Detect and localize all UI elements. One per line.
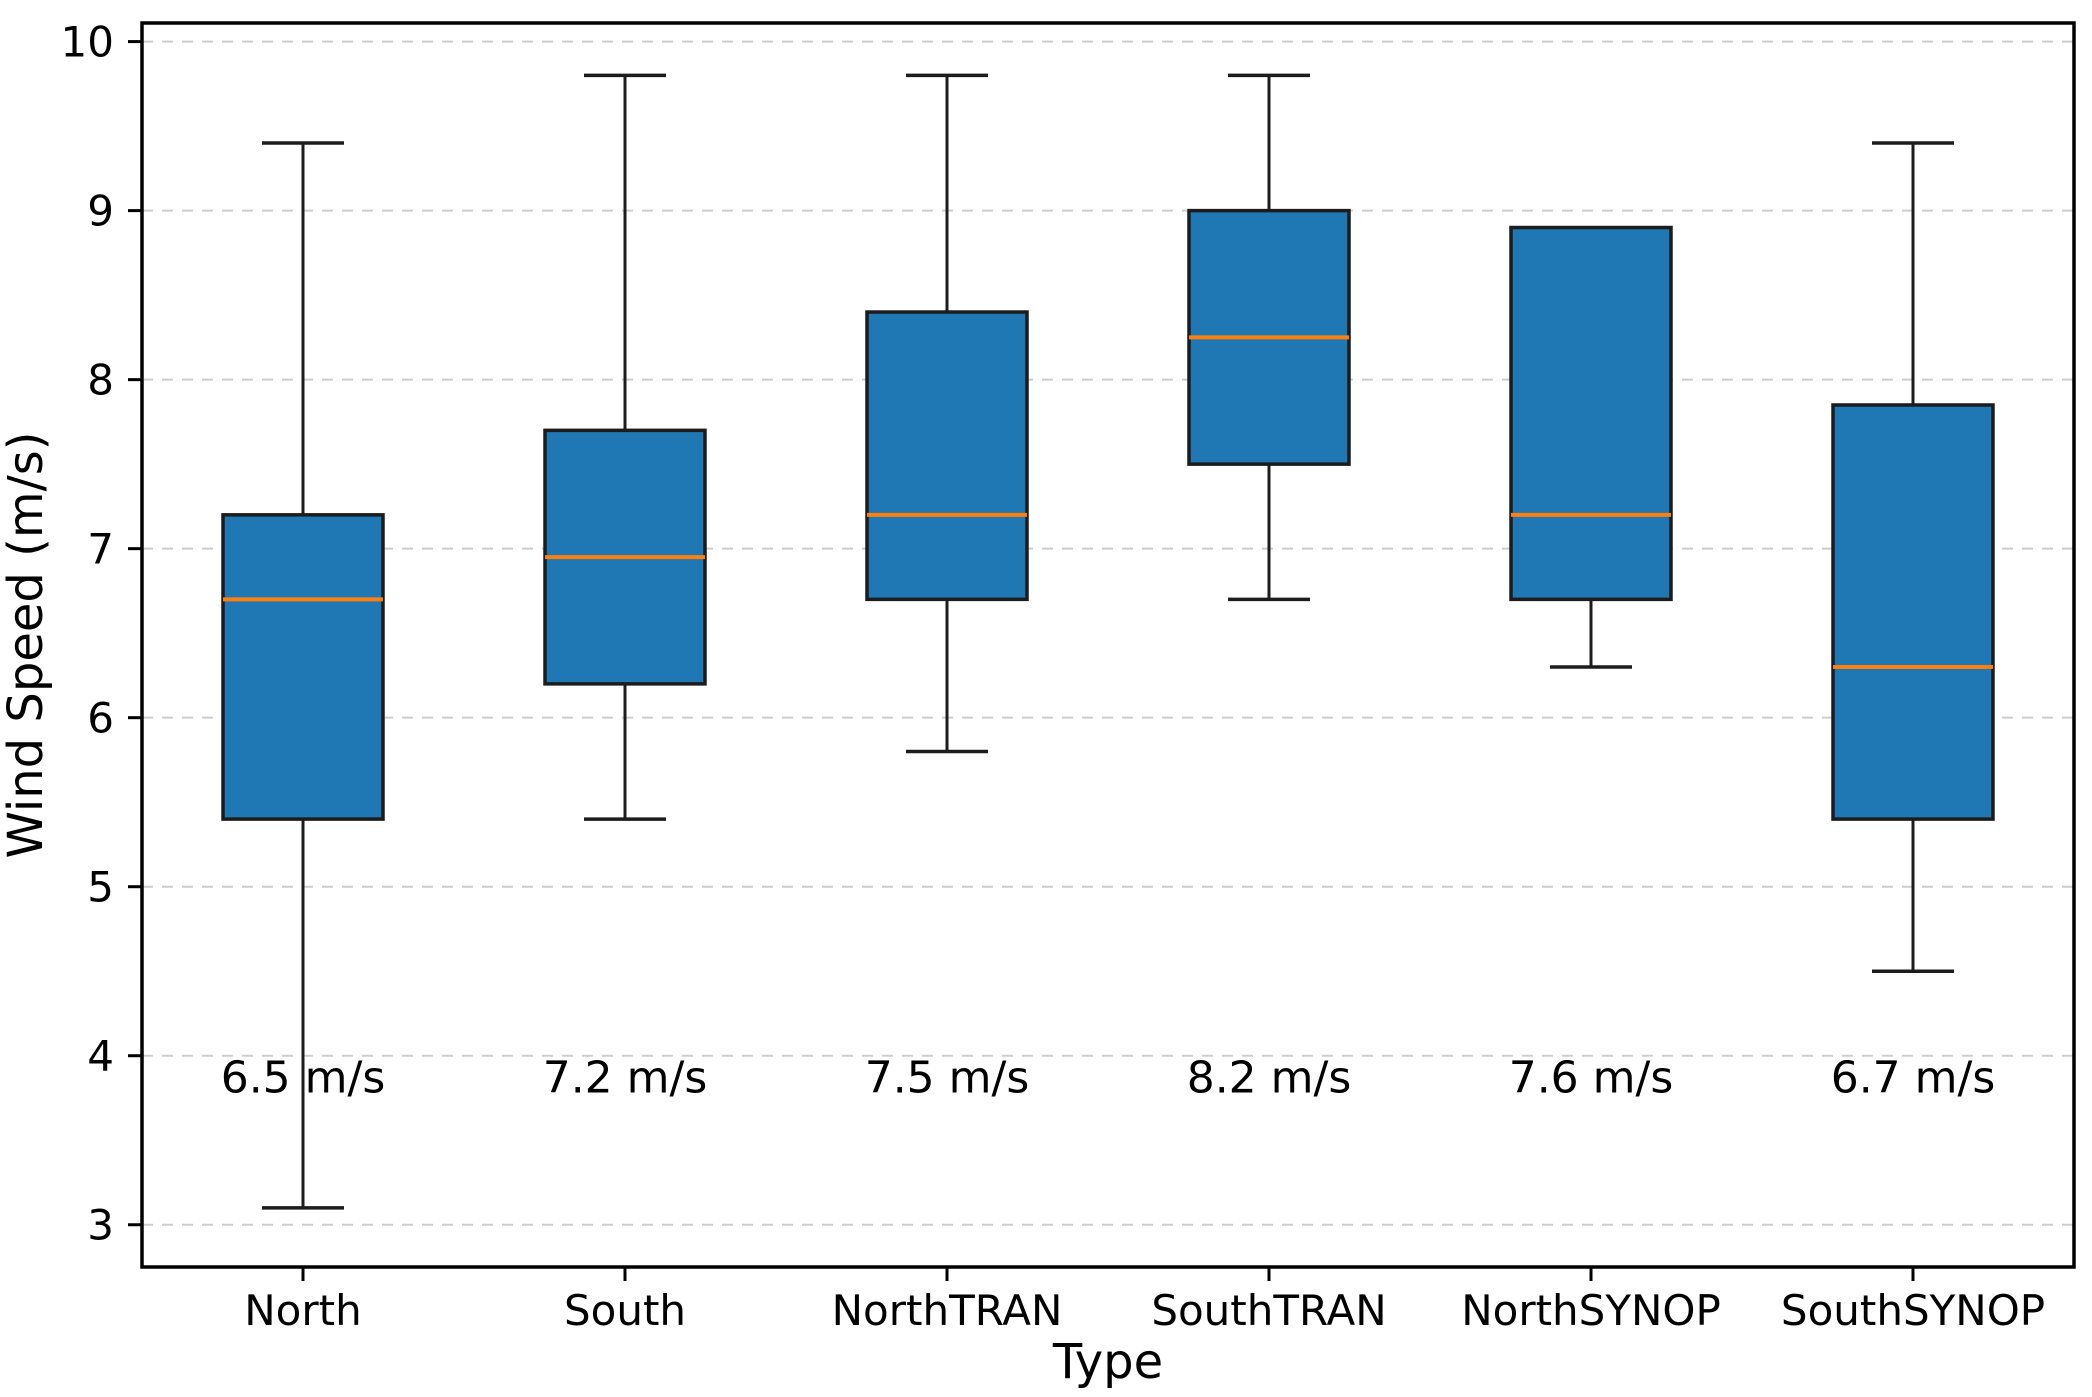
y-tick-label-3: 3 xyxy=(87,1201,114,1250)
mean-annotation-NorthTRAN: 7.5 m/s xyxy=(865,1053,1030,1104)
mean-annotation-North: 6.5 m/s xyxy=(221,1053,386,1104)
box-NorthTRAN[interactable] xyxy=(865,310,1029,602)
y-tick-label-10: 10 xyxy=(61,18,114,67)
x-tick-label-SouthSYNOP: SouthSYNOP xyxy=(1781,1286,2045,1335)
y-tick-label-8: 8 xyxy=(87,356,114,405)
plot-border xyxy=(140,21,2076,1269)
x-tick-label-NorthTRAN: NorthTRAN xyxy=(832,1286,1063,1335)
x-tick-label-NorthSYNOP: NorthSYNOP xyxy=(1461,1286,1721,1335)
x-tick-label-South: South xyxy=(564,1286,686,1335)
y-tick-label-5: 5 xyxy=(87,863,114,912)
plot-area: 3 4 5 6 7 8 9 10 North South NorthTRAN SouthTRAN Nor… xyxy=(61,18,2076,1335)
x-tick-label-North: North xyxy=(244,1286,361,1335)
y-tick-label-9: 9 xyxy=(87,187,114,236)
y-axis-label: Wind Speed (m/s) xyxy=(0,431,54,858)
mean-annotation-South: 7.2 m/s xyxy=(543,1053,708,1104)
mean-annotation-SouthSYNOP: 6.7 m/s xyxy=(1831,1053,1996,1104)
y-tick-label-7: 7 xyxy=(87,525,114,574)
x-axis-label: Type xyxy=(1052,1334,1163,1390)
box-SouthSYNOP[interactable] xyxy=(1831,403,1995,821)
box-NorthSYNOP[interactable] xyxy=(1509,225,1673,602)
box-North[interactable] xyxy=(221,513,385,821)
mean-annotation-SouthTRAN: 8.2 m/s xyxy=(1187,1053,1352,1104)
y-tick-label-4: 4 xyxy=(87,1032,114,1081)
y-tick-label-6: 6 xyxy=(87,694,114,743)
x-tick-label-SouthTRAN: SouthTRAN xyxy=(1151,1286,1386,1335)
mean-annotation-NorthSYNOP: 7.6 m/s xyxy=(1509,1053,1674,1104)
